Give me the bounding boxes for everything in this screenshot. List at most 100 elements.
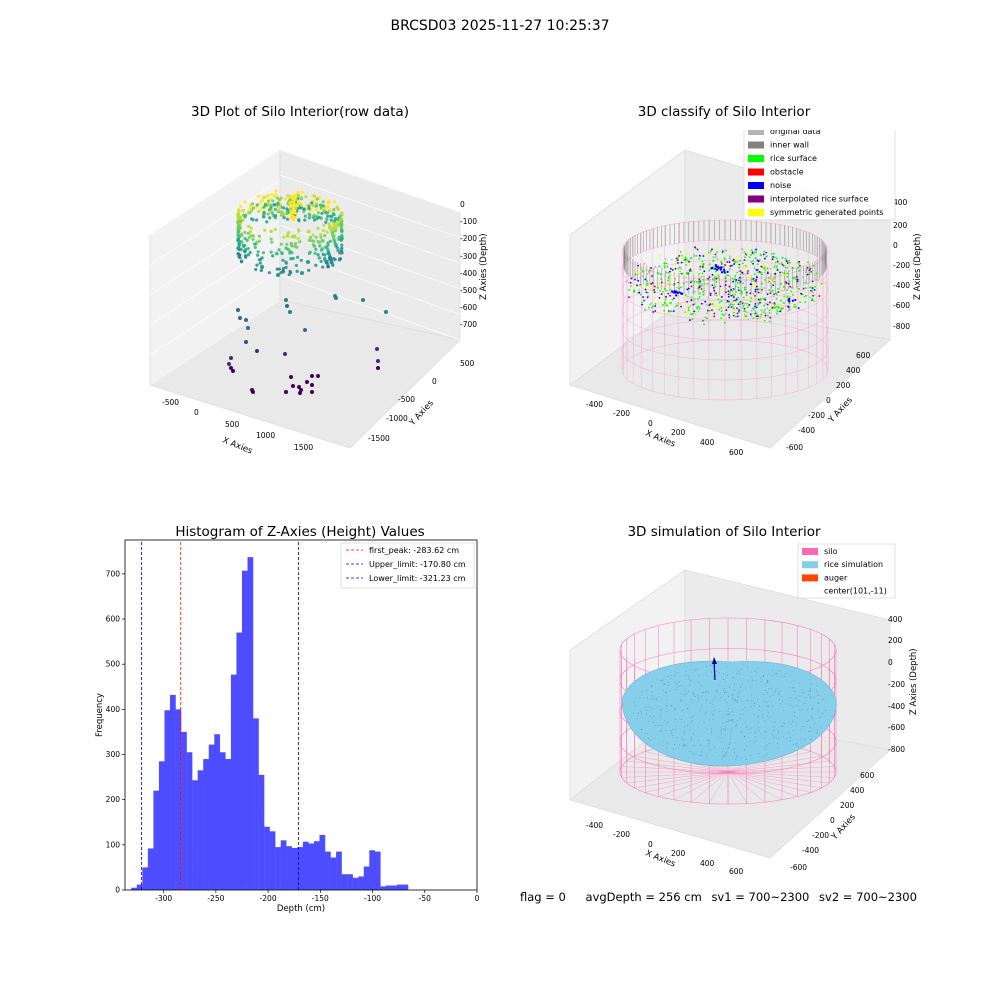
surface-mesh-point <box>747 700 749 701</box>
raw-point <box>285 211 289 216</box>
surface-mesh-point <box>776 743 778 744</box>
classified-point <box>693 298 696 301</box>
classified-point <box>692 303 695 306</box>
classified-point <box>730 294 733 297</box>
surface-mesh-point <box>767 712 769 714</box>
classified-point <box>713 288 716 291</box>
classified-point <box>743 288 746 291</box>
surface-mesh-point <box>689 750 691 752</box>
raw-point <box>247 211 251 215</box>
classified-point <box>796 259 799 262</box>
classified-point <box>773 264 776 267</box>
noise-point <box>719 266 722 269</box>
classified-point <box>686 288 689 291</box>
classified-point <box>638 289 640 291</box>
classified-point <box>707 253 710 256</box>
legend-swatch <box>802 548 818 555</box>
hist-bar <box>131 887 138 890</box>
surface-mesh-point <box>724 700 726 702</box>
classified-point <box>774 272 777 275</box>
raw-point <box>307 238 311 242</box>
surface-mesh-point <box>816 690 818 692</box>
classified-point <box>666 266 669 268</box>
raw-point <box>249 217 254 221</box>
classified-point <box>641 303 643 306</box>
surface-mesh-point <box>750 705 752 707</box>
surface-mesh-point <box>651 691 653 693</box>
raw-point <box>320 211 324 216</box>
classified-point <box>817 279 820 282</box>
classified-point <box>633 290 636 293</box>
hist-ytick-label: 300 <box>106 750 121 759</box>
classified-point <box>667 302 670 305</box>
classified-point <box>795 305 797 308</box>
raw-point <box>259 206 263 210</box>
raw-point <box>294 206 299 210</box>
surface-mesh-point <box>819 727 821 729</box>
classified-point <box>773 307 776 309</box>
raw-point <box>318 244 322 248</box>
surface-mesh-point <box>737 696 739 698</box>
surface-mesh-point <box>653 698 655 700</box>
hist-bar <box>241 570 248 890</box>
classified-point <box>806 266 809 269</box>
classified-point <box>727 295 730 298</box>
p2-ytick-6: -600 <box>786 443 803 452</box>
classified-point <box>738 263 741 266</box>
classified-point <box>746 302 749 305</box>
hist-xlabel: Depth (cm) <box>277 904 325 914</box>
surface-mesh-point <box>747 679 749 681</box>
classified-point <box>637 279 640 282</box>
surface-mesh-point <box>766 691 768 693</box>
raw-point <box>280 250 284 255</box>
hist-bar <box>192 780 198 890</box>
surface-mesh-point <box>663 741 665 743</box>
classified-point <box>664 298 667 301</box>
surface-mesh-point <box>782 736 784 738</box>
classified-point <box>714 253 717 256</box>
classified-point <box>783 285 786 288</box>
classified-point <box>757 271 760 274</box>
classified-point <box>628 289 631 291</box>
classified-point <box>779 310 782 313</box>
hist-bar <box>336 851 342 890</box>
surface-mesh-point <box>750 754 752 756</box>
surface-mesh-point <box>722 673 724 675</box>
raw-point <box>336 248 340 253</box>
surface-mesh-point <box>671 733 672 735</box>
raw-point <box>295 255 300 259</box>
raw-point <box>327 199 331 203</box>
classified-point <box>718 305 721 308</box>
status-sv2: sv2 = 700~2300 <box>819 890 917 904</box>
classified-point <box>737 303 740 306</box>
classified-point <box>723 321 726 324</box>
raw-point <box>284 390 288 394</box>
surface-mesh-point <box>774 726 776 728</box>
surface-mesh-point <box>684 744 686 746</box>
raw-point <box>229 366 233 370</box>
classified-point <box>669 294 671 297</box>
surface-mesh-point <box>774 691 776 693</box>
raw-point <box>298 391 302 395</box>
surface-mesh-point <box>737 670 739 672</box>
classified-point <box>749 313 752 316</box>
classified-point <box>750 254 752 256</box>
surface-mesh-point <box>752 680 754 682</box>
surface-mesh-point <box>693 745 695 747</box>
classified-point <box>741 276 744 279</box>
classified-point <box>757 304 760 306</box>
raw-point <box>242 249 246 253</box>
raw-point <box>275 252 279 256</box>
raw-point <box>269 229 274 233</box>
noise-point <box>681 292 684 295</box>
surface-mesh-point <box>702 692 704 693</box>
classified-point <box>707 251 710 254</box>
raw-point <box>340 211 344 215</box>
classified-point <box>804 281 807 284</box>
classified-point <box>670 301 672 304</box>
surface-mesh-point <box>728 712 730 714</box>
classified-point <box>799 301 802 304</box>
classified-point <box>740 301 743 304</box>
classified-point <box>814 280 817 283</box>
classified-point <box>749 283 752 286</box>
